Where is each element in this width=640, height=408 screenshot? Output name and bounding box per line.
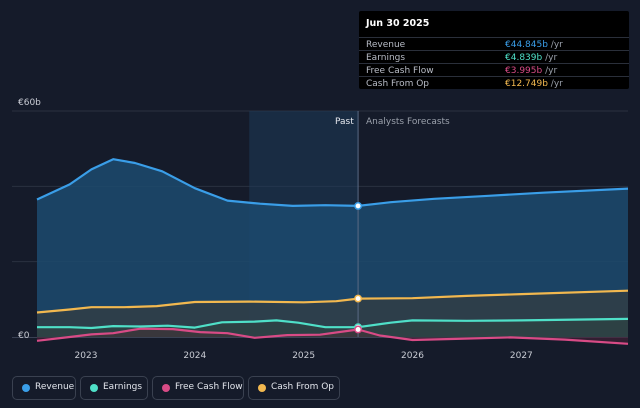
y-axis-top-label: €60b bbox=[18, 98, 41, 108]
x-tick-label: 2025 bbox=[292, 351, 315, 361]
tooltip-label: Free Cash Flow bbox=[366, 66, 434, 76]
legend-item-free-cash-flow[interactable]: Free Cash Flow bbox=[152, 376, 244, 400]
y-axis-zero-label: €0 bbox=[18, 331, 30, 341]
legend-dot-icon bbox=[22, 384, 30, 392]
tooltip-row-earnings: Earnings €4.839b /yr bbox=[359, 50, 629, 64]
tooltip-label: Earnings bbox=[366, 53, 406, 63]
tooltip-value: €12.749b bbox=[505, 79, 548, 89]
tooltip-row-cash-from-op: Cash From Op €12.749b /yr bbox=[359, 76, 629, 90]
legend-dot-icon bbox=[258, 384, 266, 392]
area-cash-from-op bbox=[37, 290, 628, 337]
marker-revenue bbox=[354, 201, 363, 210]
tooltip-label: Cash From Op bbox=[366, 79, 430, 89]
x-tick-label: 2024 bbox=[183, 351, 206, 361]
marker-free-cash-flow bbox=[354, 325, 363, 334]
legend-label: Cash From Op bbox=[271, 382, 335, 392]
data-tooltip: Jun 30 2025 Revenue €44.845b /yr Earning… bbox=[359, 11, 629, 89]
legend-dot-icon bbox=[90, 384, 98, 392]
tooltip-label: Revenue bbox=[366, 40, 406, 50]
area-revenue bbox=[37, 159, 628, 337]
forecast-label: Analysts Forecasts bbox=[366, 117, 450, 127]
legend-label: Revenue bbox=[35, 382, 75, 392]
legend-label: Earnings bbox=[103, 382, 143, 392]
tooltip-date: Jun 30 2025 bbox=[366, 18, 430, 29]
x-tick-label: 2026 bbox=[401, 351, 424, 361]
legend-label: Free Cash Flow bbox=[175, 382, 243, 392]
line-revenue bbox=[36, 158, 629, 207]
tooltip-row-revenue: Revenue €44.845b /yr bbox=[359, 37, 629, 51]
tooltip-value: €44.845b bbox=[505, 40, 548, 50]
tooltip-row-free-cash-flow: Free Cash Flow €3.995b /yr bbox=[359, 63, 629, 77]
marker-cash-from-op bbox=[354, 294, 363, 303]
legend-item-earnings[interactable]: Earnings bbox=[80, 376, 148, 400]
legend-item-revenue[interactable]: Revenue bbox=[12, 376, 76, 400]
line-earnings bbox=[37, 317, 629, 330]
x-tick-label: 2027 bbox=[510, 351, 533, 361]
tooltip-value: €3.995b bbox=[505, 66, 543, 76]
line-free-cash-flow bbox=[36, 327, 629, 345]
tooltip-value: €4.839b bbox=[505, 53, 543, 63]
legend-dot-icon bbox=[162, 384, 170, 392]
x-tick-label: 2023 bbox=[75, 351, 98, 361]
past-label: Past bbox=[335, 117, 354, 127]
legend-item-cash-from-op[interactable]: Cash From Op bbox=[248, 376, 340, 400]
line-cash-from-op bbox=[36, 289, 629, 314]
